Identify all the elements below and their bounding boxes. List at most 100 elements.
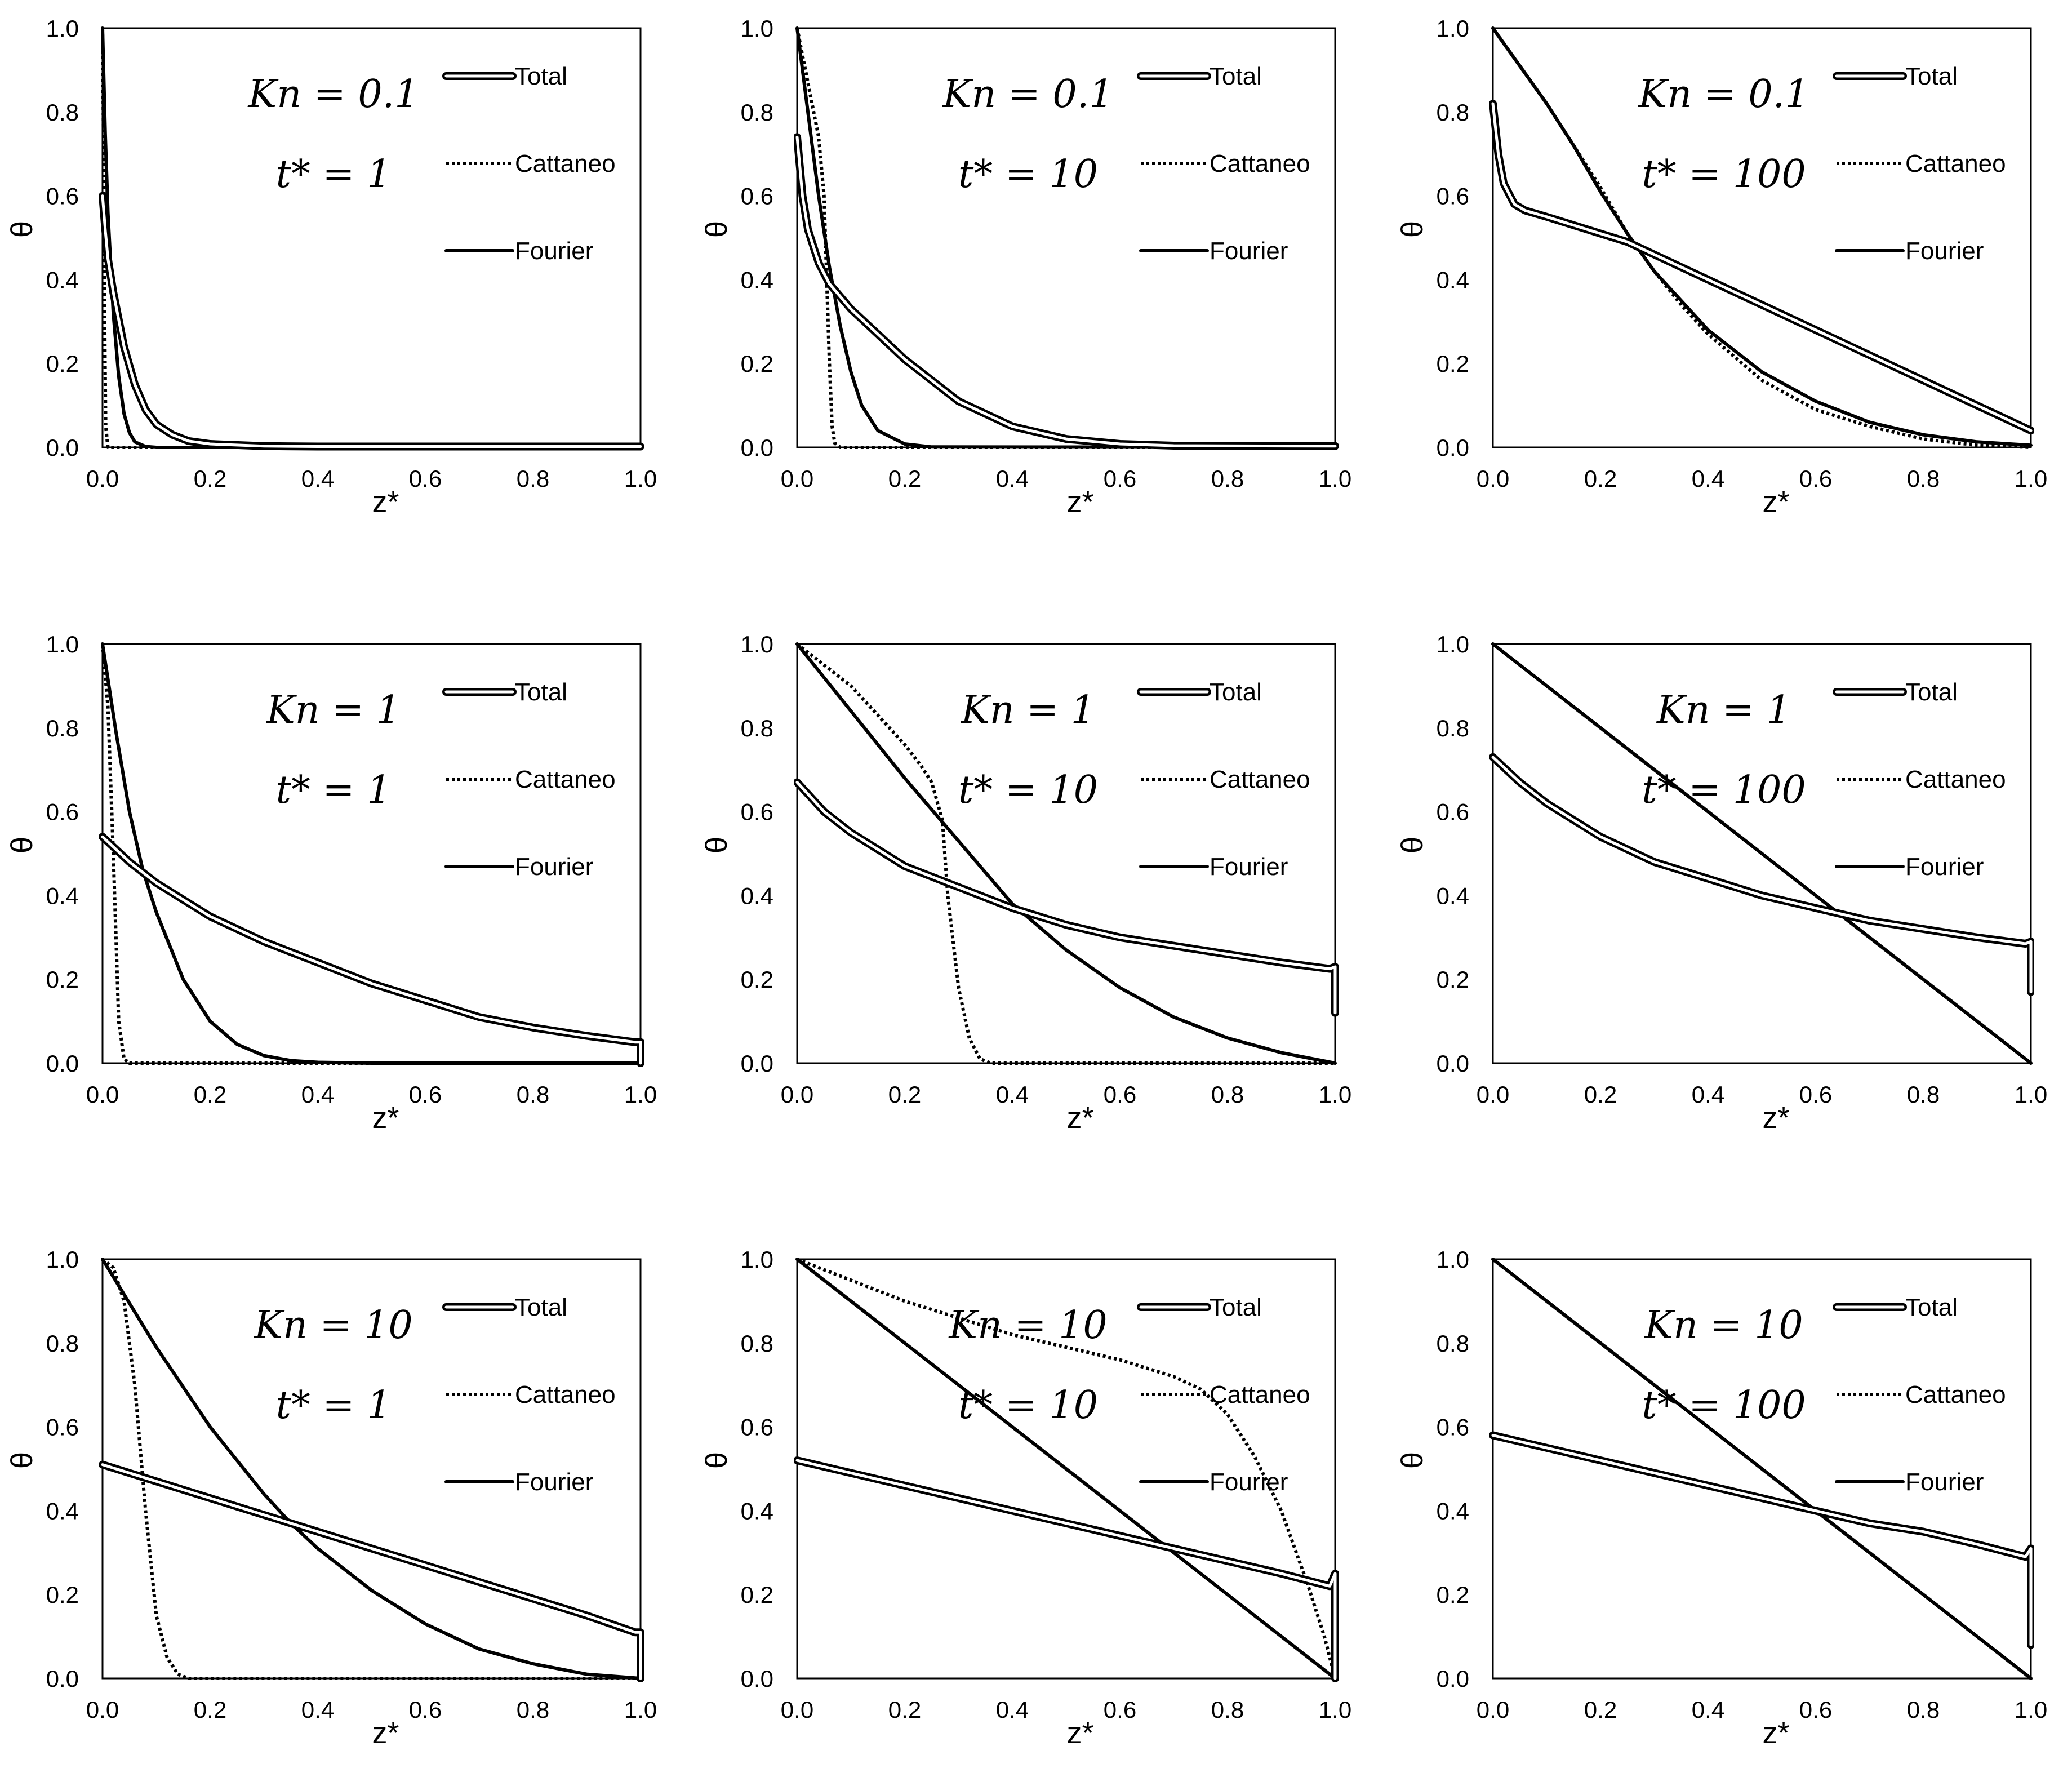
x-tick-label: 0.2 [1584, 1081, 1617, 1108]
y-tick-label: 0.2 [1437, 1581, 1469, 1608]
y-tick-label: 0.2 [1437, 966, 1469, 993]
x-tick-label: 0.4 [996, 1696, 1029, 1723]
x-axis-label: z* [1066, 485, 1093, 519]
y-tick-label: 0.4 [46, 882, 79, 909]
x-tick-label: 0.8 [1907, 1696, 1940, 1723]
x-axis-label: z* [372, 1716, 399, 1750]
y-axis-label: θ [1395, 1452, 1429, 1469]
y-axis-label: θ [5, 1452, 39, 1469]
y-tick-label: 0.4 [46, 266, 79, 293]
y-tick-label: 0.8 [1437, 715, 1469, 741]
x-tick-label: 1.0 [1319, 1696, 1351, 1723]
plot-area [1492, 27, 2032, 448]
series-cattaneo-line-5 [796, 642, 1335, 1065]
series-fourier-line-2 [795, 26, 1337, 449]
legend-label-cattaneo: Cattaneo [1905, 766, 2006, 793]
y-axis-label: θ [700, 1452, 733, 1469]
x-tick-label: 0.0 [1477, 1081, 1509, 1108]
y-tick-label: 0.8 [1437, 99, 1469, 126]
kn-annotation: Kn = 1 [265, 688, 401, 732]
series-total-core-5 [795, 781, 1337, 1015]
x-tick-label: 0.6 [1799, 1081, 1832, 1108]
x-axis-label: z* [372, 485, 399, 519]
y-tick-label: 0.0 [1437, 434, 1469, 461]
series-total-core-8 [795, 1459, 1337, 1680]
x-axis-label: z* [1762, 485, 1789, 519]
series-total-core-3 [1491, 102, 2033, 432]
legend-label-total: Total [515, 1294, 567, 1321]
y-tick-label: 0.2 [741, 350, 773, 377]
series-total-core-7 [101, 1463, 642, 1680]
y-tick-label: 0.2 [741, 1581, 773, 1608]
x-tick-label: 0.8 [1211, 1696, 1244, 1723]
x-tick-label: 1.0 [624, 465, 657, 492]
x-tick-label: 0.4 [996, 1081, 1029, 1108]
legend-label-fourier: Fourier [1210, 853, 1288, 881]
y-tick-label: 1.0 [46, 631, 79, 658]
legend-label-fourier: Fourier [515, 1468, 593, 1496]
y-tick-label: 0.4 [1437, 266, 1469, 293]
y-axis-label: θ [700, 221, 733, 238]
t-annotation: t* = 10 [958, 152, 1098, 197]
kn-annotation: Kn = 0.1 [1638, 72, 1809, 117]
y-tick-label: 1.0 [1437, 1246, 1469, 1273]
legend-label-fourier: Fourier [1905, 237, 1984, 265]
x-tick-label: 1.0 [2015, 1081, 2047, 1108]
series-group [794, 26, 1339, 450]
y-tick-label: 0.2 [46, 966, 79, 993]
x-tick-label: 1.0 [1319, 465, 1351, 492]
y-tick-label: 0.2 [46, 350, 79, 377]
y-tick-label: 1.0 [1437, 15, 1469, 42]
y-tick-label: 0.0 [1437, 1050, 1469, 1077]
legend-label-fourier: Fourier [515, 853, 593, 881]
x-tick-label: 0.6 [1799, 1696, 1832, 1723]
x-tick-label: 0.8 [517, 465, 549, 492]
y-tick-label: 0.4 [46, 1498, 79, 1524]
y-tick-label: 0.6 [741, 799, 773, 825]
x-tick-label: 0.2 [1584, 465, 1617, 492]
y-tick-label: 0.0 [46, 434, 79, 461]
plot-area [101, 1258, 642, 1680]
y-tick-label: 0.2 [741, 966, 773, 993]
legend-label-cattaneo: Cattaneo [515, 150, 616, 177]
x-tick-label: 0.0 [781, 1081, 813, 1108]
series-total-core-6 [1491, 756, 2033, 993]
series-cattaneo-line-3 [1491, 27, 2031, 449]
x-tick-label: 0.4 [1692, 1081, 1724, 1108]
x-tick-label: 1.0 [1319, 1081, 1351, 1108]
x-tick-label: 0.8 [1211, 465, 1244, 492]
series-group [794, 1258, 1339, 1682]
legend-label-fourier: Fourier [1210, 237, 1288, 265]
y-axis-label: θ [1395, 221, 1429, 238]
t-annotation: t* = 1 [276, 1383, 392, 1428]
x-tick-label: 0.0 [86, 465, 119, 492]
kn-annotation: Kn = 1 [1656, 688, 1791, 732]
x-tick-label: 0.6 [409, 1081, 442, 1108]
x-tick-label: 0.4 [996, 465, 1029, 492]
x-tick-label: 1.0 [2015, 465, 2047, 492]
x-tick-label: 0.4 [1692, 465, 1724, 492]
t-annotation: t* = 10 [958, 1383, 1098, 1428]
y-tick-label: 0.6 [1437, 1414, 1469, 1441]
y-tick-label: 0.0 [741, 1665, 773, 1692]
t-annotation: t* = 100 [1642, 152, 1806, 197]
y-tick-label: 0.0 [1437, 1665, 1469, 1692]
series-cattaneo-line-6 [1492, 642, 2032, 1065]
y-tick-label: 0.8 [1437, 1330, 1469, 1357]
x-tick-label: 0.6 [1104, 1081, 1136, 1108]
series-group [1489, 642, 2034, 1065]
y-tick-label: 1.0 [741, 631, 773, 658]
y-tick-label: 0.6 [1437, 183, 1469, 210]
y-tick-label: 1.0 [741, 15, 773, 42]
x-tick-label: 0.4 [301, 1696, 334, 1723]
x-tick-label: 0.2 [194, 1696, 226, 1723]
chart-panel-2: 0.0 0.2 0.4 0.6 0.8 1.0 0.0 0.2 0.4 0.6 0.8 1.0 z* θ K… [700, 15, 1351, 519]
y-tick-label: 0.0 [741, 434, 773, 461]
chart-panel-4: 0.0 0.2 0.4 0.6 0.8 1.0 0.0 0.2 0.4 0.6 0.8 1.0 z* θ K… [5, 631, 657, 1135]
x-tick-label: 0.2 [888, 465, 921, 492]
chart-panel-7: 0.0 0.2 0.4 0.6 0.8 1.0 0.0 0.2 0.4 0.6 0.8 1.0 z* θ K… [5, 1246, 657, 1750]
legend-label-total: Total [1210, 1294, 1262, 1321]
x-tick-label: 0.6 [1104, 465, 1136, 492]
y-tick-label: 0.0 [741, 1050, 773, 1077]
x-tick-label: 0.4 [301, 1081, 334, 1108]
